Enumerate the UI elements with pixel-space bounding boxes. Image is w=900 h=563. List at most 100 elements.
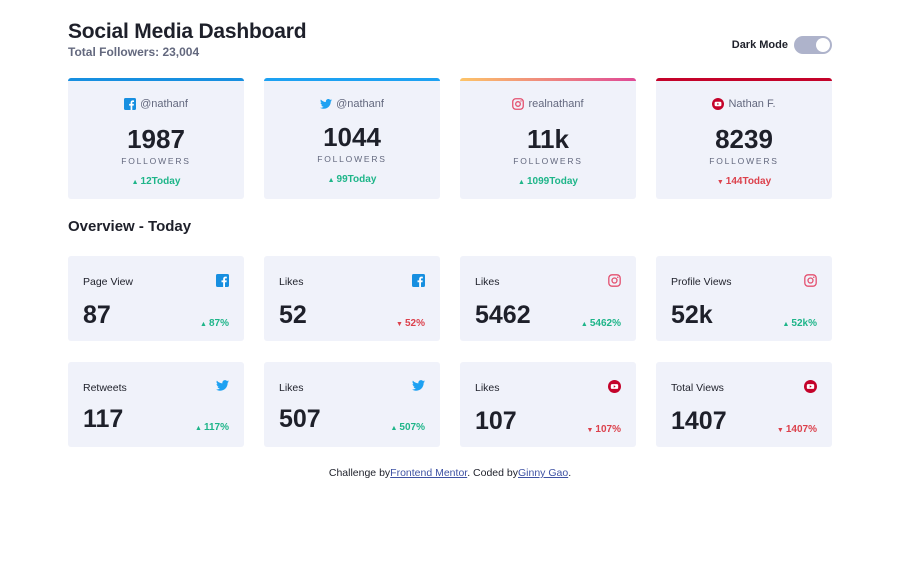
toggle-knob bbox=[816, 38, 830, 52]
overview-card-value: 107 bbox=[475, 407, 517, 435]
facebook-icon bbox=[216, 274, 229, 287]
card-handle-text: realnathanf bbox=[528, 98, 584, 110]
arrow-up-icon: ▲ bbox=[200, 321, 207, 328]
overview-card[interactable]: Likes 107 ▼ 107% bbox=[460, 362, 636, 447]
arrow-down-icon: ▼ bbox=[776, 427, 784, 434]
overview-card-change: ▲ 117% bbox=[195, 422, 229, 433]
total-followers: Total Followers: 23,004 bbox=[68, 45, 200, 59]
overview-title: Overview - Today bbox=[68, 218, 192, 235]
frontend-mentor-link[interactable]: Frontend Mentor bbox=[390, 467, 468, 479]
card-accent-bar bbox=[264, 78, 440, 81]
overview-card-change: ▼ 107% bbox=[586, 424, 621, 435]
overview-card-change: ▲ 52k% bbox=[782, 318, 817, 329]
overview-card-change: ▼ 52% bbox=[396, 318, 425, 329]
overview-card-change: ▲ 5462% bbox=[581, 318, 621, 329]
overview-card-change-text: 507% bbox=[399, 422, 425, 433]
overview-card[interactable]: Retweets 117 ▲ 117% bbox=[68, 362, 244, 447]
arrow-up-icon: ▲ bbox=[327, 177, 335, 184]
author-link[interactable]: Ginny Gao bbox=[518, 467, 569, 479]
overview-card-label: Profile Views bbox=[671, 276, 732, 288]
card-handle-text: @nathanf bbox=[140, 98, 188, 110]
facebook-card[interactable]: @nathanf 1987 FOLLOWERS ▲ 12Today bbox=[68, 78, 244, 199]
today-change: ▲ 1099Today bbox=[460, 176, 636, 187]
overview-card[interactable]: Likes 5462 ▲ 5462% bbox=[460, 256, 636, 341]
page-title: Social Media Dashboard bbox=[68, 20, 307, 43]
today-change: ▲ 12Today bbox=[68, 176, 244, 187]
overview-card-change: ▼ 1407% bbox=[777, 424, 817, 435]
overview-card-value: 5462 bbox=[475, 301, 531, 329]
card-handle-text: @nathanf bbox=[336, 98, 384, 110]
card-accent-bar bbox=[656, 78, 832, 81]
follower-unit: FOLLOWERS bbox=[709, 156, 779, 166]
overview-card-label: Likes bbox=[475, 276, 500, 288]
arrow-up-icon: ▲ bbox=[131, 179, 139, 186]
follower-count: 8239 bbox=[715, 124, 773, 154]
arrow-down-icon: ▼ bbox=[716, 179, 724, 186]
twitter-icon bbox=[412, 380, 425, 391]
overview-card-change-text: 5462% bbox=[589, 318, 621, 329]
overview-card[interactable]: Profile Views 52k ▲ 52k% bbox=[656, 256, 832, 341]
follower-count: 11k bbox=[527, 124, 569, 154]
card-handle: @nathanf bbox=[264, 98, 440, 110]
overview-card-change-text: 117% bbox=[203, 422, 229, 433]
card-handle: @nathanf bbox=[68, 98, 244, 110]
overview-card[interactable]: Likes 52 ▼ 52% bbox=[264, 256, 440, 341]
overview-card-value: 52k bbox=[671, 301, 713, 329]
follower-count: 1987 bbox=[127, 124, 185, 154]
attribution-coded-prefix: . Coded by bbox=[467, 467, 518, 479]
overview-card-change: ▲ 507% bbox=[390, 422, 425, 433]
overview-card-label: Likes bbox=[279, 276, 304, 288]
arrow-up-icon: ▲ bbox=[518, 179, 525, 186]
arrow-down-icon: ▼ bbox=[586, 427, 594, 434]
card-handle-text: Nathan F. bbox=[728, 98, 776, 110]
today-change: ▼ 144Today bbox=[656, 176, 832, 187]
overview-card-change-text: 1407% bbox=[785, 424, 817, 435]
overview-card-label: Total Views bbox=[671, 382, 724, 394]
overview-card-value: 507 bbox=[279, 405, 321, 433]
follower-unit: FOLLOWERS bbox=[121, 156, 191, 166]
overview-card-value: 117 bbox=[83, 405, 124, 433]
facebook-icon bbox=[124, 98, 137, 110]
card-handle: realnathanf bbox=[460, 98, 636, 110]
youtube-icon bbox=[608, 380, 621, 393]
instagram-icon bbox=[512, 98, 525, 110]
overview-card[interactable]: Likes 507 ▲ 507% bbox=[264, 362, 440, 447]
follower-count: 1044 bbox=[323, 122, 381, 152]
header: Social Media Dashboard Total Followers: … bbox=[68, 20, 832, 60]
youtube-icon bbox=[712, 98, 725, 110]
overview-card[interactable]: Page View 87 ▲ 87% bbox=[68, 256, 244, 341]
overview-card-value: 87 bbox=[83, 301, 111, 329]
dark-mode-control: Dark Mode bbox=[732, 36, 832, 54]
today-change: ▲ 99Today bbox=[264, 174, 440, 185]
dark-mode-label: Dark Mode bbox=[731, 39, 788, 51]
twitter-card[interactable]: @nathanf 1044 FOLLOWERS ▲ 99Today bbox=[264, 78, 440, 199]
youtube-icon bbox=[804, 380, 817, 393]
today-change-text: 144Today bbox=[725, 176, 772, 187]
overview-card-change: ▲ 87% bbox=[200, 318, 229, 329]
facebook-icon bbox=[412, 274, 425, 287]
today-change-text: 99Today bbox=[336, 174, 377, 185]
arrow-up-icon: ▲ bbox=[390, 425, 398, 432]
overview-card-label: Page View bbox=[83, 276, 134, 288]
twitter-icon bbox=[216, 380, 229, 391]
overview-card-change-text: 107% bbox=[595, 424, 621, 435]
dark-mode-toggle[interactable] bbox=[794, 36, 832, 54]
overview-card-change-text: 52% bbox=[404, 318, 425, 329]
follower-unit: FOLLOWERS bbox=[513, 156, 583, 166]
overview-card-label: Retweets bbox=[83, 382, 127, 394]
arrow-down-icon: ▼ bbox=[396, 321, 403, 328]
overview-card-value: 1407 bbox=[671, 407, 727, 435]
youtube-card[interactable]: Nathan F. 8239 FOLLOWERS ▼ 144Today bbox=[656, 78, 832, 199]
overview-card-label: Likes bbox=[279, 382, 304, 394]
today-change-text: 1099Today bbox=[526, 176, 578, 187]
overview-card[interactable]: Total Views 1407 ▼ 1407% bbox=[656, 362, 832, 447]
instagram-card[interactable]: realnathanf 11k FOLLOWERS ▲ 1099Today bbox=[460, 78, 636, 199]
card-handle: Nathan F. bbox=[656, 98, 832, 110]
attribution-prefix: Challenge by bbox=[328, 467, 391, 479]
twitter-icon bbox=[320, 99, 333, 109]
arrow-up-icon: ▲ bbox=[782, 321, 790, 328]
instagram-icon bbox=[608, 274, 621, 287]
arrow-up-icon: ▲ bbox=[580, 321, 588, 328]
instagram-icon bbox=[804, 274, 817, 287]
card-accent-bar bbox=[68, 78, 244, 81]
